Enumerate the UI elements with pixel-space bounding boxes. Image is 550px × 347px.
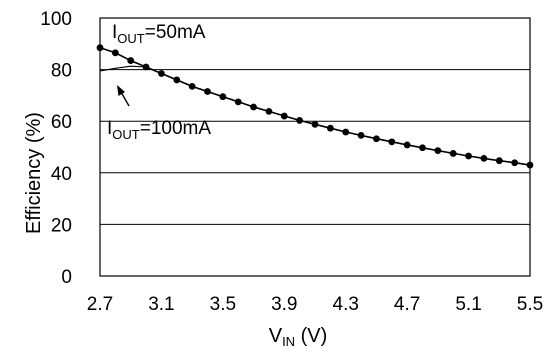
series-label-2: IOUT=100mA — [107, 118, 211, 142]
x-tick-label: 3.1 — [148, 294, 174, 315]
gridlines — [100, 69, 530, 225]
series-line-1 — [99, 46, 531, 166]
data-point — [127, 57, 135, 64]
y-tick-label: 40 — [51, 164, 72, 185]
y-tick-label: 0 — [61, 267, 72, 288]
y-tick-label: 20 — [51, 215, 72, 236]
y-tick-labels: 0 20 40 60 80 100 — [40, 9, 72, 288]
x-axis-title-unit: (V) — [295, 325, 327, 347]
x-axis-title-main: V — [269, 325, 283, 347]
series-layer — [96, 44, 534, 169]
series-line-2 — [99, 65, 531, 166]
plot-frame — [99, 17, 531, 277]
y-axis-title: Efficiency (%) — [23, 112, 45, 234]
x-tick-label: 5.5 — [517, 294, 543, 315]
annotation-arrow — [120, 91, 130, 107]
annotation-arrowhead — [117, 85, 125, 96]
x-tick-label: 5.1 — [455, 294, 481, 315]
x-tick-label: 4.7 — [394, 294, 420, 315]
x-tick-labels: 2.7 3.1 3.5 3.9 4.3 4.7 5.1 5.5 — [87, 294, 543, 315]
x-tick-label: 3.5 — [210, 294, 236, 315]
y-tick-label: 80 — [51, 61, 72, 82]
x-tick-label: 3.9 — [271, 294, 297, 315]
series-label-1: IOUT=50mA — [112, 22, 206, 46]
y-tick-label: 100 — [40, 9, 72, 30]
data-point — [111, 49, 119, 57]
x-axis-title-sub: IN — [282, 334, 295, 347]
annotations: IOUT=50mA IOUT=100mA — [107, 22, 211, 142]
x-tick-label: 2.7 — [87, 294, 113, 315]
x-axis-title: VIN (V) — [269, 325, 328, 347]
y-tick-label: 60 — [51, 112, 72, 133]
x-tick-label: 4.3 — [333, 294, 359, 315]
